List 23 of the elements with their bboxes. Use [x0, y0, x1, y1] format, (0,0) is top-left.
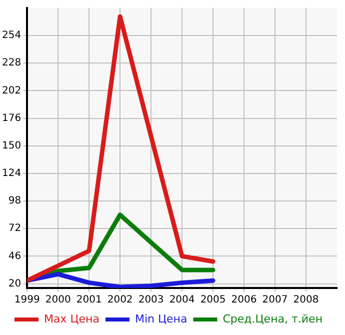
x-tick-label: 2007 — [262, 294, 288, 306]
y-tick-label: 20 — [8, 278, 22, 290]
legend-label: Сред.Цена, т.йен — [222, 312, 323, 326]
x-tick-label: 2002 — [107, 294, 133, 306]
y-tick-label: 228 — [2, 58, 22, 69]
y-tick-label: 46 — [8, 250, 22, 262]
x-tick-label: 2005 — [200, 294, 226, 306]
y-tick-label: 150 — [2, 140, 22, 152]
y-tick-label: 124 — [2, 168, 22, 180]
y-tick-label: 98 — [8, 196, 22, 207]
y-tick-label: 202 — [2, 85, 22, 96]
y-tick-label: 176 — [2, 112, 22, 124]
x-tick-label: 2004 — [169, 294, 195, 306]
legend-label: Min Цена — [134, 312, 188, 326]
x-tick-label: 1999 — [14, 294, 40, 306]
x-tick-label: 2001 — [76, 294, 102, 306]
x-tick-label: 2000 — [45, 294, 71, 306]
x-tick-label: 2006 — [231, 294, 257, 306]
y-tick-label: 254 — [2, 30, 22, 42]
y-tick-label: 72 — [8, 223, 22, 234]
x-tick-label: 2008 — [293, 294, 319, 306]
legend-label: Max Цена — [44, 312, 100, 326]
x-tick-label: 2003 — [138, 294, 164, 306]
